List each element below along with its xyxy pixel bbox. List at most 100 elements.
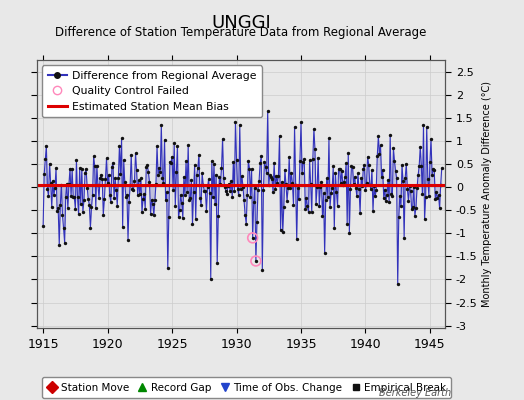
Point bbox=[148, 200, 157, 207]
Point bbox=[84, 196, 92, 202]
Point bbox=[160, 137, 169, 143]
Point bbox=[178, 200, 186, 206]
Point bbox=[211, 201, 219, 208]
Point bbox=[308, 208, 316, 215]
Point bbox=[283, 198, 291, 204]
Point bbox=[166, 158, 174, 165]
Point bbox=[226, 188, 234, 194]
Point bbox=[232, 157, 241, 163]
Text: UNGGI: UNGGI bbox=[211, 14, 271, 32]
Point bbox=[430, 166, 439, 173]
Point bbox=[213, 260, 221, 266]
Point bbox=[352, 184, 360, 191]
Point bbox=[95, 195, 103, 201]
Point bbox=[202, 208, 211, 214]
Point bbox=[431, 196, 440, 203]
Point bbox=[83, 184, 91, 191]
Point bbox=[333, 203, 342, 209]
Point bbox=[433, 195, 442, 202]
Point bbox=[158, 175, 167, 181]
Point bbox=[188, 221, 196, 227]
Point bbox=[388, 193, 397, 199]
Point bbox=[137, 175, 145, 182]
Point bbox=[292, 236, 301, 242]
Point bbox=[289, 202, 298, 208]
Point bbox=[230, 188, 238, 194]
Point bbox=[316, 184, 324, 190]
Point bbox=[195, 152, 203, 158]
Point bbox=[255, 177, 263, 184]
Point bbox=[293, 185, 302, 192]
Point bbox=[421, 194, 430, 201]
Point bbox=[104, 172, 113, 178]
Point bbox=[199, 182, 208, 188]
Point bbox=[302, 195, 311, 201]
Point bbox=[296, 158, 304, 164]
Point bbox=[268, 176, 276, 182]
Point bbox=[242, 220, 250, 227]
Point bbox=[72, 157, 81, 163]
Point bbox=[217, 165, 226, 172]
Point bbox=[360, 162, 368, 168]
Point bbox=[386, 132, 395, 138]
Point bbox=[52, 165, 60, 171]
Point bbox=[414, 172, 422, 178]
Point bbox=[266, 172, 274, 178]
Point bbox=[294, 196, 303, 202]
Point bbox=[169, 187, 177, 193]
Point bbox=[154, 172, 162, 178]
Point bbox=[62, 181, 71, 187]
Point bbox=[416, 143, 424, 150]
Point bbox=[221, 183, 229, 190]
Point bbox=[220, 175, 228, 181]
Point bbox=[369, 208, 377, 214]
Point bbox=[89, 192, 97, 198]
Point bbox=[150, 212, 158, 218]
Point bbox=[204, 176, 213, 182]
Point bbox=[326, 204, 334, 210]
Point bbox=[48, 204, 56, 210]
Point bbox=[196, 195, 204, 201]
Point bbox=[356, 210, 364, 216]
Point bbox=[140, 190, 148, 197]
Point bbox=[351, 174, 359, 180]
Point bbox=[151, 197, 159, 204]
Point bbox=[134, 192, 142, 198]
Point bbox=[135, 177, 143, 184]
Point bbox=[42, 142, 50, 149]
Point bbox=[152, 181, 160, 187]
Point bbox=[244, 157, 253, 164]
Point bbox=[92, 204, 100, 211]
Point bbox=[408, 206, 416, 212]
Point bbox=[438, 165, 446, 171]
Point bbox=[434, 192, 443, 198]
Point bbox=[287, 170, 296, 176]
Point bbox=[354, 170, 362, 177]
Point bbox=[174, 214, 183, 220]
Point bbox=[286, 184, 294, 191]
Point bbox=[99, 211, 107, 218]
Point bbox=[315, 203, 323, 209]
Point bbox=[359, 165, 367, 172]
Point bbox=[413, 185, 421, 191]
Point bbox=[118, 224, 127, 230]
Point bbox=[119, 157, 128, 163]
Point bbox=[40, 170, 48, 177]
Point bbox=[203, 184, 212, 191]
Point bbox=[425, 159, 434, 166]
Point bbox=[366, 181, 374, 188]
Point bbox=[249, 199, 258, 206]
Point bbox=[55, 242, 63, 248]
Point bbox=[290, 124, 299, 130]
Point bbox=[374, 133, 383, 140]
Point bbox=[85, 202, 93, 208]
Point bbox=[357, 175, 365, 182]
Point bbox=[229, 159, 237, 165]
Point bbox=[282, 181, 290, 187]
Point bbox=[153, 143, 161, 149]
Point bbox=[331, 170, 340, 176]
Point bbox=[50, 192, 58, 198]
Point bbox=[41, 156, 49, 162]
Point bbox=[389, 145, 398, 152]
Point bbox=[170, 140, 178, 146]
